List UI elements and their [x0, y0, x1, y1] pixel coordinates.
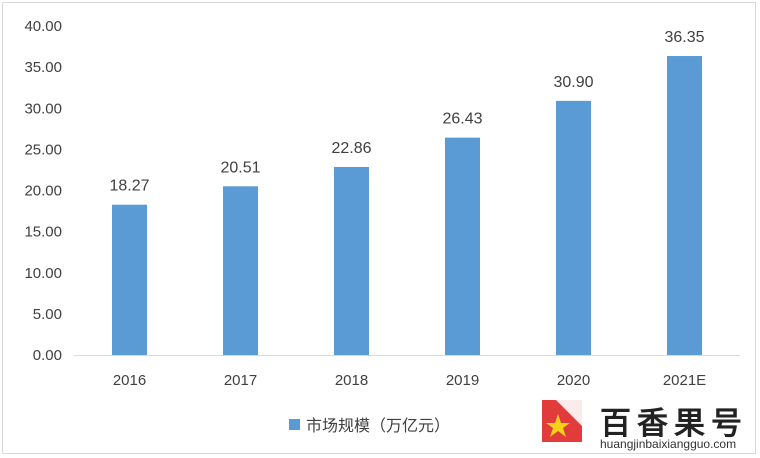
data-label: 26.43 [442, 111, 482, 128]
watermark-name: 百香果号 [600, 406, 748, 442]
x-axis-tick-labels: 2016 2017 2018 2019 2020 2021E [113, 372, 706, 389]
y-tick-label: 10.00 [24, 265, 62, 282]
legend-swatch [289, 418, 300, 430]
data-label: 20.51 [220, 159, 260, 176]
data-labels-group: 18.27 20.51 22.86 26.43 30.90 36.35 [109, 29, 704, 195]
watermark: 百香果号 huangjinbaixiangguo.com [536, 396, 756, 454]
x-tick-label: 2017 [224, 372, 257, 389]
y-tick-label: 20.00 [24, 183, 62, 200]
x-tick-label: 2018 [335, 372, 368, 389]
data-label: 36.35 [664, 29, 704, 46]
bar-2018 [334, 166, 369, 355]
x-tick-label: 2019 [446, 372, 479, 389]
data-label: 18.27 [109, 178, 149, 195]
x-tick-label: 2016 [113, 372, 146, 389]
bars-group [112, 56, 702, 356]
y-tick-label: 25.00 [24, 141, 62, 158]
y-tick-label: 0.00 [33, 347, 62, 364]
chart-frame [2, 2, 756, 454]
bar-2021E [667, 56, 702, 356]
y-tick-label: 30.00 [24, 100, 62, 117]
watermark-url: huangjinbaixiangguo.com [600, 437, 737, 451]
bar-2017 [223, 186, 258, 355]
x-tick-label: 2021E [663, 372, 706, 389]
bar-2016 [112, 204, 147, 355]
bar-2020 [556, 100, 591, 355]
y-tick-label: 35.00 [24, 59, 62, 76]
x-tick-label: 2020 [557, 372, 590, 389]
legend: 市场规模（万亿元） [289, 412, 450, 436]
brand-logo-icon [542, 400, 582, 442]
data-label: 30.90 [553, 74, 593, 91]
y-axis-tick-labels: 0.00 5.00 10.00 15.00 20.00 25.00 30.00 35.00 40… [24, 18, 62, 364]
y-tick-label: 15.00 [24, 224, 62, 241]
data-label: 22.86 [331, 140, 371, 157]
y-tick-label: 5.00 [33, 306, 62, 323]
y-tick-label: 40.00 [24, 18, 62, 35]
legend-label: 市场规模（万亿元） [306, 416, 451, 435]
bar-2019 [445, 137, 480, 355]
